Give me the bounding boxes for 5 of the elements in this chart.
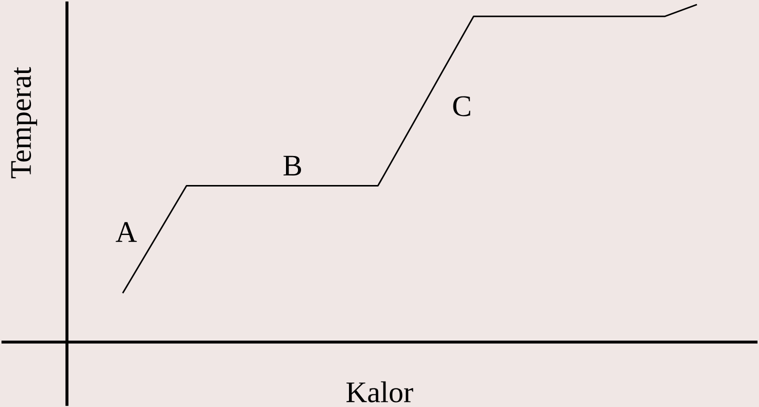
annotation: C: [453, 96, 470, 116]
x-axis-title: Kalor: [346, 381, 414, 402]
annotation: B: [283, 156, 302, 176]
annotation: A: [116, 222, 137, 242]
y-axis-title: Temperat: [11, 66, 38, 178]
